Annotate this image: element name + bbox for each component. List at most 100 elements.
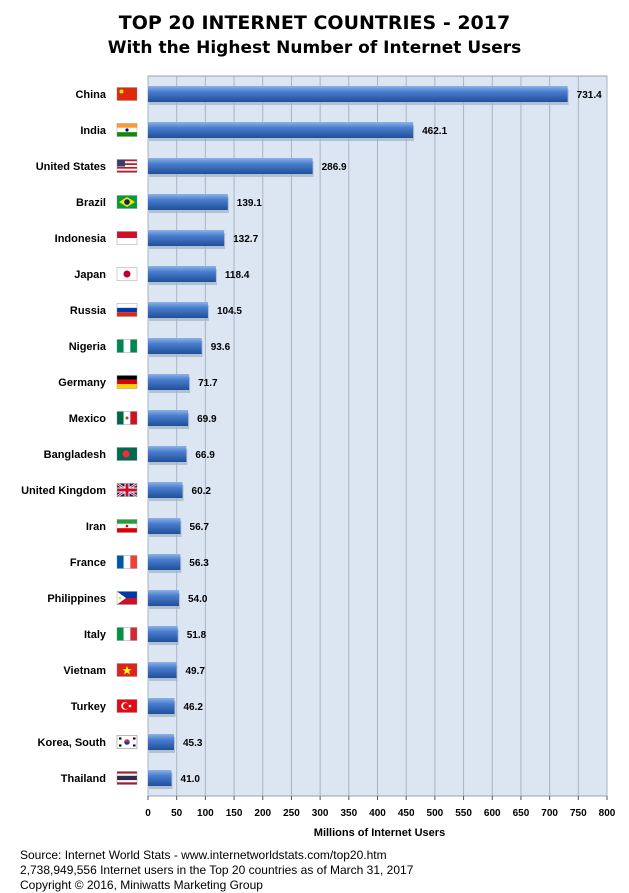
mexico-flag-icon (116, 411, 138, 425)
x-axis-label: Millions of Internet Users (314, 827, 445, 839)
value-label: 104.5 (217, 306, 242, 317)
value-label: 132.7 (233, 234, 258, 245)
category-label: Italy (84, 629, 107, 641)
category-label: Vietnam (63, 665, 106, 677)
value-label: 69.9 (197, 414, 217, 425)
summary-note: 2,738,949,556 Internet users in the Top … (20, 863, 414, 877)
brazil-flag-icon (116, 195, 138, 209)
india-flag-icon (116, 123, 138, 137)
bar (148, 698, 175, 714)
bar (148, 554, 181, 570)
chart-subtitle: With the Highest Number of Internet User… (107, 38, 522, 58)
france-flag-icon (116, 555, 138, 569)
bar (148, 122, 414, 138)
indonesia-flag-icon (116, 231, 138, 245)
category-label: Korea, South (38, 737, 107, 749)
value-label: 93.6 (211, 342, 231, 353)
value-label: 60.2 (192, 486, 212, 497)
bar (148, 302, 208, 318)
value-label: 45.3 (183, 738, 203, 749)
x-tick-label: 650 (513, 808, 530, 819)
source-note: Source: Internet World Stats - www.inter… (20, 848, 387, 862)
value-label: 462.1 (422, 126, 447, 137)
category-label: Indonesia (55, 233, 107, 245)
italy-flag-icon (116, 627, 138, 641)
bar (148, 518, 181, 534)
bar (148, 194, 228, 210)
bar (148, 158, 313, 174)
category-label: Turkey (71, 701, 107, 713)
chart-title: TOP 20 INTERNET COUNTRIES - 2017 (118, 12, 511, 34)
category-label: Brazil (76, 197, 106, 209)
bar (148, 770, 172, 786)
category-label: Germany (58, 377, 107, 389)
value-label: 51.8 (187, 630, 207, 641)
russia-flag-icon (116, 303, 138, 317)
iran-flag-icon (116, 519, 138, 533)
x-tick-label: 400 (369, 808, 386, 819)
category-label: France (70, 557, 106, 569)
value-label: 71.7 (198, 378, 218, 389)
bar (148, 590, 179, 606)
turkey-flag-icon (116, 699, 138, 713)
value-label: 56.7 (190, 522, 210, 533)
category-label: Bangladesh (44, 449, 107, 461)
bar (148, 266, 216, 282)
value-label: 286.9 (322, 162, 347, 173)
category-label: India (80, 125, 107, 137)
bar (148, 482, 183, 498)
value-label: 49.7 (186, 666, 206, 677)
x-tick-label: 350 (340, 808, 357, 819)
x-tick-label: 150 (226, 808, 243, 819)
x-tick-label: 300 (312, 808, 329, 819)
bar (148, 230, 225, 246)
bangladesh-flag-icon (116, 447, 138, 461)
x-tick-label: 500 (427, 808, 444, 819)
japan-flag-icon (116, 267, 138, 281)
korea-south-flag-icon (116, 735, 138, 749)
value-label: 46.2 (184, 702, 204, 713)
value-label: 118.4 (225, 270, 250, 281)
x-tick-label: 800 (599, 808, 616, 819)
thailand-flag-icon (116, 771, 138, 785)
value-label: 41.0 (181, 774, 201, 785)
x-tick-label: 700 (541, 808, 558, 819)
value-label: 731.4 (577, 90, 602, 101)
united-kingdom-flag-icon (116, 482, 138, 498)
bar (148, 410, 189, 426)
vietnam-flag-icon (116, 663, 138, 677)
copyright-note: Copyright © 2016, Miniwatts Marketing Gr… (20, 878, 263, 892)
category-label: Japan (74, 269, 106, 281)
value-label: 66.9 (195, 450, 215, 461)
category-label: Mexico (69, 413, 107, 425)
category-label: Nigeria (69, 341, 107, 353)
value-label: 54.0 (188, 594, 208, 605)
bar (148, 662, 177, 678)
x-tick-label: 250 (283, 808, 300, 819)
category-label: United Kingdom (21, 485, 106, 497)
philippines-flag-icon (116, 591, 138, 605)
bar (148, 374, 190, 390)
nigeria-flag-icon (116, 339, 138, 353)
category-label: Iran (86, 521, 106, 533)
bar (148, 338, 202, 354)
bar (148, 626, 178, 642)
bar (148, 86, 568, 102)
value-label: 56.3 (189, 558, 209, 569)
x-tick-label: 450 (398, 808, 415, 819)
x-tick-label: 550 (455, 808, 472, 819)
bar (148, 446, 187, 462)
x-tick-label: 200 (254, 808, 271, 819)
china-flag-icon (116, 87, 138, 101)
category-label: Russia (70, 305, 107, 317)
category-label: Thailand (61, 773, 106, 785)
united-states-flag-icon (116, 159, 138, 173)
bar (148, 734, 174, 750)
value-label: 139.1 (237, 198, 262, 209)
germany-flag-icon (116, 375, 138, 389)
x-tick-label: 600 (484, 808, 501, 819)
category-label: Philippines (47, 593, 106, 605)
x-tick-label: 0 (145, 808, 151, 819)
x-tick-label: 100 (197, 808, 214, 819)
